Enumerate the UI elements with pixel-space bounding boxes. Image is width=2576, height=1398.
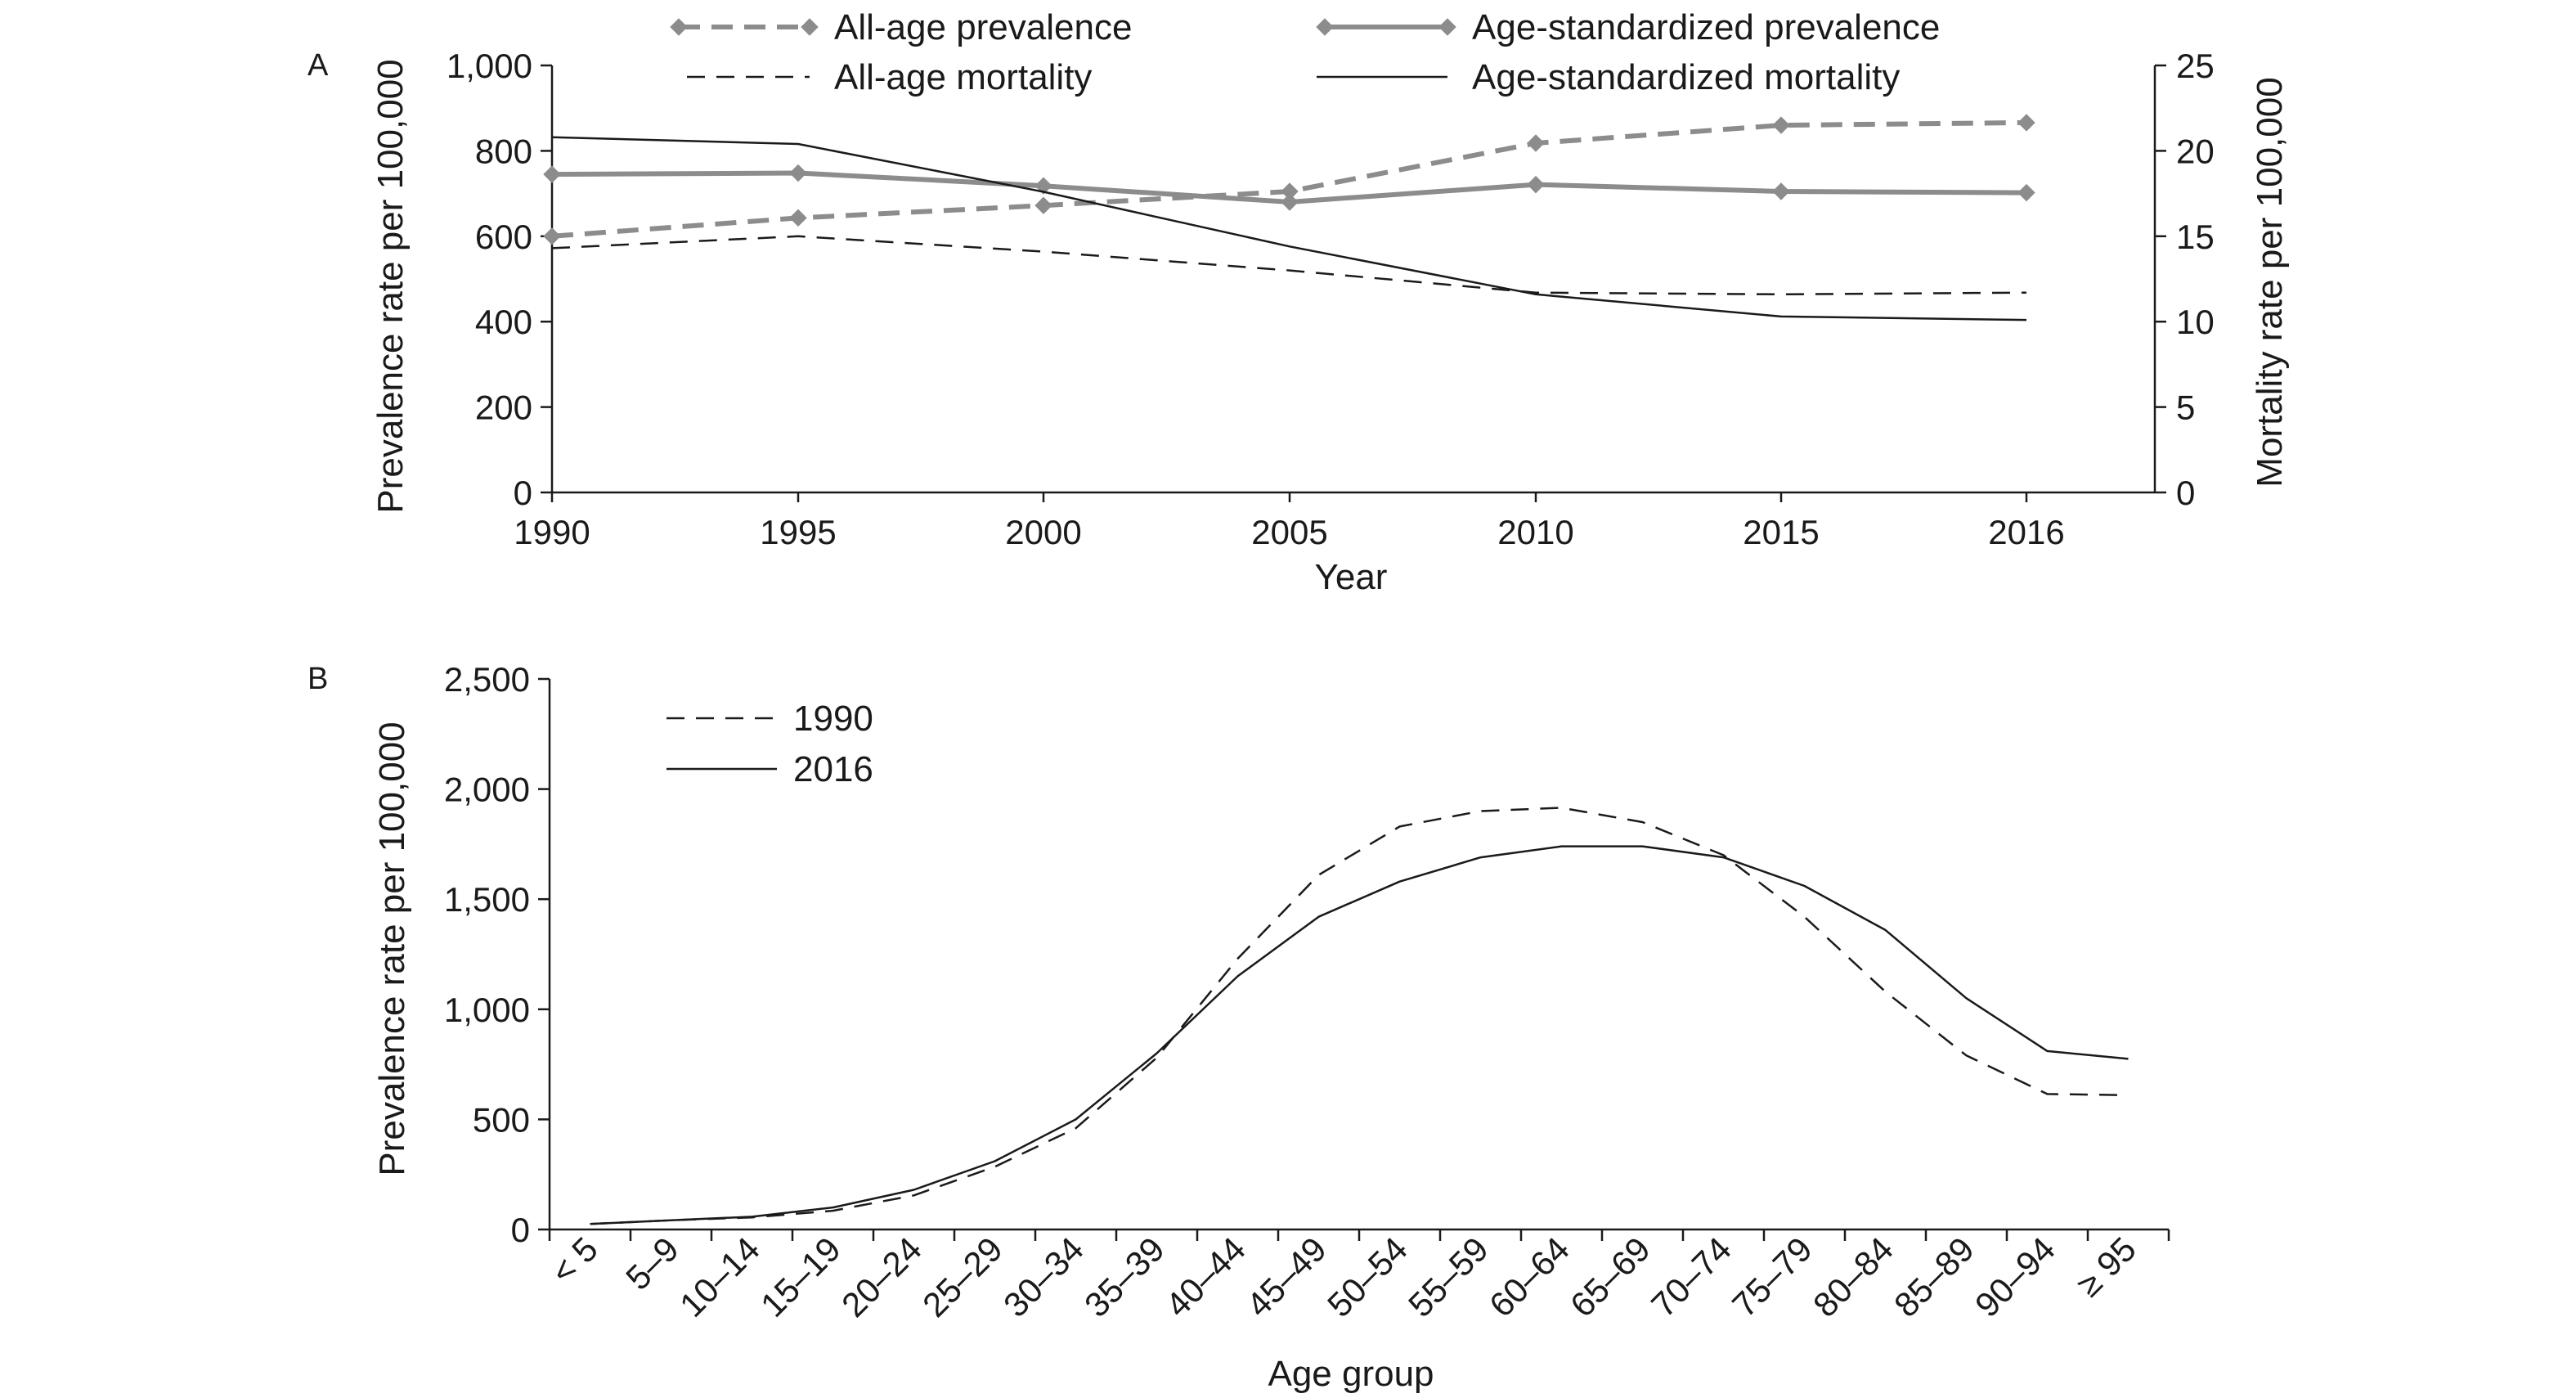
legend-label: 2016 [793, 749, 873, 789]
panel-label-b: B [307, 662, 328, 696]
panel-a-left-tick-label: 400 [475, 303, 532, 341]
panel-b-x-tick-label: 5–9 [618, 1229, 686, 1297]
legend-label: Age-standardized prevalence [1472, 7, 1940, 47]
panel-a-axes: 0 200 400 600 800 1,000 0 5 10 15 20 25 1990 1995 2000… [447, 47, 2215, 551]
panel-a-right-tick-label: 25 [2176, 47, 2215, 85]
panel-a-x-tick-label: 2015 [1743, 513, 1819, 551]
panel-a-left-tick-label: 0 [514, 474, 532, 512]
data-point-marker [1034, 177, 1052, 195]
panel-b-y-tick-label: 1,500 [444, 880, 530, 919]
panel-a-right-tick-label: 10 [2176, 303, 2215, 341]
panel-b-x-tick-label: 50–54 [1320, 1229, 1415, 1324]
panel-b-x-tick-label: 80–84 [1806, 1229, 1901, 1324]
data-point-marker [1527, 175, 1545, 194]
panel-b-x-tick-label: 10–14 [672, 1229, 767, 1324]
panel-b-y-tick-label: 2,000 [444, 771, 530, 809]
panel-label-a: A [307, 48, 329, 83]
panel-a-x-tick-label: 2005 [1251, 513, 1327, 551]
panel-b-axes: 0 500 1,000 1,500 2,000 2,500 < 5 5–910–1415–19… [444, 660, 2170, 1324]
series-line-2016 [590, 845, 2129, 1225]
panel-b-y-tick-label: 0 [511, 1211, 530, 1249]
panel-b-x-tick-label: 70–74 [1644, 1229, 1739, 1324]
legend-label: 1990 [793, 699, 873, 739]
legend-marker [801, 18, 819, 36]
panel-b-x-tick-label: 45–49 [1239, 1229, 1334, 1324]
panel-b-y-axis-label: Prevalence rate per 100,000 [372, 721, 412, 1175]
data-point-marker [2017, 183, 2035, 202]
panel-b-series [590, 807, 2129, 1225]
panel-a-x-tick-label: 1990 [514, 513, 590, 551]
legend-label: All-age mortality [834, 57, 1092, 97]
panel-b-x-tick-label: 55–59 [1401, 1229, 1496, 1324]
panel-a-left-tick-label: 600 [475, 218, 532, 256]
panel-b-y-tick-label: 1,000 [444, 991, 530, 1029]
panel-a-left-axis-label: Prevalence rate per 100,000 [370, 59, 411, 513]
data-point-marker [1527, 134, 1545, 152]
panel-b-x-tick-label: ≥ 95 [2069, 1229, 2143, 1304]
legend-marker [1438, 18, 1456, 36]
series-line-all-age-mortality [551, 235, 2027, 296]
panel-a: A 0 200 400 600 800 1,000 0 5 10 15 20 25 1990 1995 20… [307, 7, 2290, 597]
panel-a-left-tick-label: 800 [475, 132, 532, 170]
panel-b-x-tick-label: 65–69 [1563, 1229, 1658, 1324]
legend-marker [670, 18, 688, 36]
panel-b-x-tick-label: 75–79 [1725, 1229, 1820, 1324]
series-line-age-standardized-mortality [551, 136, 2027, 321]
data-point-marker [543, 165, 561, 183]
data-point-marker [1281, 193, 1299, 211]
panel-b: B 0 500 1,000 1,500 2,000 2,500 < 5 5–910–1415–… [307, 660, 2170, 1394]
panel-b-x-tick-label: 15–19 [753, 1229, 848, 1324]
panel-b-x-tick-label: 20–24 [834, 1229, 929, 1324]
panel-a-right-axis-label: Mortality rate per 100,000 [2250, 77, 2290, 487]
panel-b-x-tick-label: 35–39 [1077, 1229, 1172, 1324]
data-point-marker [789, 209, 807, 227]
panel-b-x-tick-label: 90–94 [1968, 1229, 2062, 1324]
data-point-marker [1772, 116, 1790, 134]
panel-b-x-tick-label: < 5 [544, 1229, 605, 1291]
panel-a-left-tick-label: 1,000 [447, 47, 532, 85]
panel-a-x-tick-label: 1995 [760, 513, 836, 551]
panel-a-x-tick-label: 2016 [1988, 513, 2064, 551]
panel-a-left-tick-label: 200 [475, 389, 532, 427]
panel-b-x-tick-label: 40–44 [1158, 1229, 1253, 1324]
panel-b-y-tick-label: 500 [473, 1100, 530, 1139]
panel-a-legend: All-age prevalence Age-standardized preva… [670, 7, 1940, 97]
panel-a-right-tick-label: 15 [2176, 218, 2215, 256]
panel-b-x-tick-label: 60–64 [1482, 1229, 1577, 1324]
legend-label: Age-standardized mortality [1472, 57, 1900, 97]
panel-a-right-tick-label: 0 [2176, 474, 2195, 512]
data-point-marker [789, 164, 807, 182]
panel-b-y-tick-label: 2,500 [444, 660, 530, 699]
panel-a-x-tick-label: 2000 [1005, 513, 1081, 551]
panel-b-legend: 1990 2016 [666, 699, 873, 789]
data-point-marker [543, 227, 561, 245]
panel-a-x-tick-label: 2010 [1497, 513, 1573, 551]
series-line-1990 [590, 807, 2129, 1225]
data-point-marker [2017, 114, 2035, 132]
panel-b-x-axis-label: Age group [1268, 1354, 1434, 1394]
data-point-marker [1772, 182, 1790, 200]
legend-marker [1316, 18, 1334, 36]
panel-b-x-tick-label: 25–29 [915, 1229, 1010, 1324]
panel-b-x-tick-label: 85–89 [1887, 1229, 1981, 1324]
legend-label: All-age prevalence [834, 7, 1132, 47]
panel-a-series [543, 114, 2035, 321]
panel-b-x-tick-label: 30–34 [996, 1229, 1091, 1324]
panel-a-right-tick-label: 20 [2176, 132, 2215, 170]
data-point-marker [1034, 196, 1052, 214]
panel-a-x-axis-label: Year [1315, 557, 1388, 597]
panel-a-right-tick-label: 5 [2176, 389, 2195, 427]
series-line-all-age-prevalence [551, 119, 2027, 239]
